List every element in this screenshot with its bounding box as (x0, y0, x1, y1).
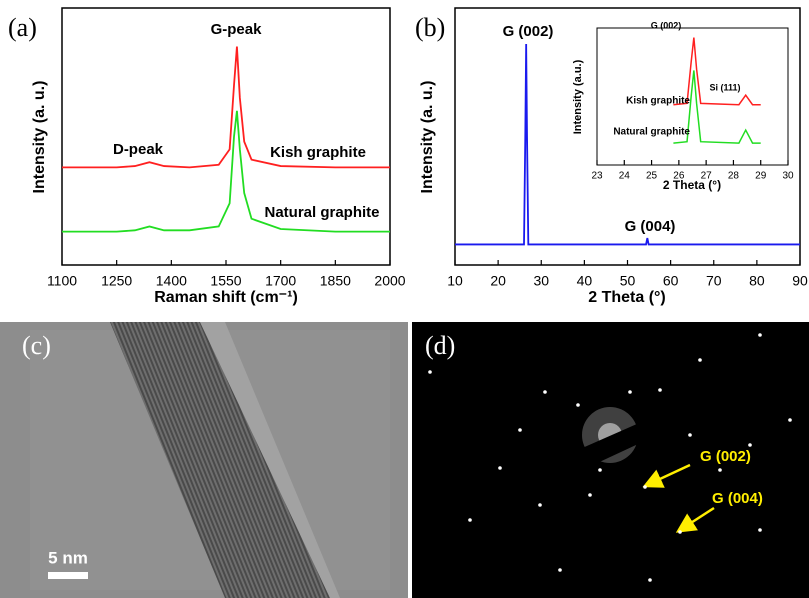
x-tick-label: 1100 (47, 273, 77, 289)
diffraction-spot (498, 466, 502, 470)
x-tick-label: 25 (646, 171, 658, 182)
x-tick-label: 1850 (320, 273, 351, 289)
x-tick-label: 20 (490, 273, 506, 289)
x-tick-label: 30 (782, 171, 794, 182)
diffraction-spot (658, 388, 662, 392)
peak-label: Si (111) (709, 82, 740, 92)
x-tick-label: 70 (706, 273, 722, 289)
diffraction-spot (558, 568, 562, 572)
peak-label: G (002) (651, 20, 682, 30)
diffraction-spot (598, 468, 602, 472)
x-tick-label: 60 (663, 273, 679, 289)
diffraction-spot (758, 333, 762, 337)
diffraction-spot (428, 370, 432, 374)
diffraction-spot (576, 403, 580, 407)
series-label: Kish graphite (626, 96, 690, 107)
diffraction-spot (628, 390, 632, 394)
y-axis-label: Intensity (a. u.) (31, 81, 48, 194)
y-axis-label: Intensity (a.u.) (572, 59, 584, 134)
series-label: Natural graphite (613, 127, 690, 138)
x-tick-label: 28 (728, 171, 740, 182)
x-tick-label: 50 (620, 273, 636, 289)
x-axis-label: Raman shift (cm⁻¹) (154, 289, 298, 306)
x-tick-label: 1550 (210, 273, 241, 289)
diffraction-spot (543, 390, 547, 394)
x-tick-label: 40 (577, 273, 593, 289)
x-tick-label: 90 (792, 273, 808, 289)
x-tick-label: 29 (755, 171, 767, 182)
diffraction-label: G (002) (700, 448, 751, 465)
x-tick-label: 1700 (265, 273, 296, 289)
panel-label: (c) (22, 331, 51, 360)
x-axis-label: 2 Theta (°) (588, 289, 666, 306)
diffraction-spot (698, 358, 702, 362)
diffraction-spot (748, 443, 752, 447)
series-label: Natural graphite (264, 204, 379, 221)
x-tick-label: 2000 (374, 273, 405, 289)
figure: (c) 5 nm (d) G (002) G (004) 1100 1250 140… (0, 0, 809, 598)
peak-label: D-peak (113, 141, 164, 158)
diffraction-label: G (004) (712, 490, 763, 507)
diffraction-spot (468, 518, 472, 522)
scale-bar-label: 5 nm (48, 548, 88, 567)
diffraction-spot (643, 485, 647, 489)
x-axis-label: 2 Theta (°) (663, 178, 721, 192)
diffraction-spot (688, 433, 692, 437)
series-label: Kish graphite (270, 144, 366, 161)
diffraction-spot (538, 503, 542, 507)
diffraction-spot (758, 528, 762, 532)
diffraction-spot (788, 418, 792, 422)
x-tick-label: 10 (447, 273, 463, 289)
peak-label: G (002) (503, 23, 554, 40)
x-tick-label: 80 (749, 273, 765, 289)
y-axis-label: Intensity (a. u.) (419, 81, 436, 194)
x-tick-label: 1250 (101, 273, 132, 289)
diffraction-spot (678, 530, 682, 534)
x-tick-label: 24 (619, 171, 631, 182)
plot-frame (62, 8, 390, 265)
panel-label: (a) (8, 13, 37, 42)
panel-label: (b) (415, 13, 445, 42)
x-tick-label: 1400 (156, 273, 187, 289)
x-tick-label: 23 (591, 171, 603, 182)
diffraction-spot (518, 428, 522, 432)
diffraction-spot (718, 468, 722, 472)
x-tick-label: 30 (533, 273, 549, 289)
peak-label: G-peak (211, 21, 263, 38)
peak-label: G (004) (625, 218, 676, 235)
diffraction-spot (648, 578, 652, 582)
diffraction-spot (588, 493, 592, 497)
panel-label: (d) (425, 331, 455, 360)
